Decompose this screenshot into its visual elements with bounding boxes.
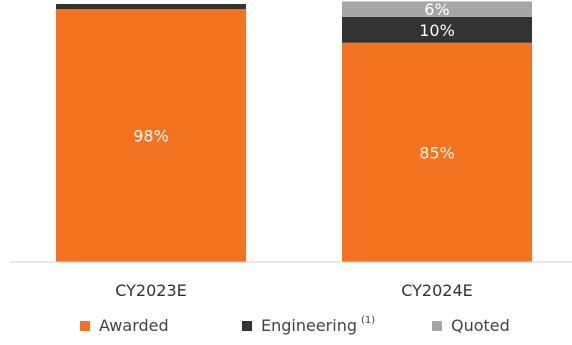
legend-label-awarded: Awarded (99, 316, 169, 335)
legend-footnote-marker: (1) (361, 315, 376, 326)
bar-segment-engineering-cy2024e (342, 16, 532, 43)
legend-item-engineering: Engineering (1) (242, 315, 376, 335)
stacked-bar-chart: 98% 85% 10% 6% CY2023E CY2024E (10, 0, 572, 300)
data-label-engineering-cy2024e: 10% (419, 21, 455, 40)
legend: Awarded Engineering (1) Quoted (0, 315, 572, 340)
x-tick-label-cy2024e: CY2024E (401, 281, 473, 300)
bars-group: 98% 85% 10% 6% (56, 0, 532, 263)
bar-segment-quoted-cy2024e (342, 1, 532, 17)
legend-item-quoted: Quoted (432, 316, 510, 335)
legend-label-quoted: Quoted (451, 316, 510, 335)
x-tick-label-cy2023e: CY2023E (115, 281, 187, 300)
data-label-awarded-cy2024e: 85% (419, 143, 455, 162)
bar-segment-engineering-cy2023e (56, 4, 246, 10)
legend-item-awarded: Awarded (80, 316, 169, 335)
bar-segment-awarded-cy2023e (56, 9, 246, 262)
data-label-awarded-cy2023e: 98% (133, 127, 169, 146)
bar-segment-awarded-cy2024e (342, 42, 532, 263)
data-label-quoted-cy2024e: 6% (424, 0, 449, 19)
legend-swatch-quoted (432, 320, 442, 331)
legend-swatch-engineering (242, 320, 252, 331)
legend-swatch-awarded (80, 320, 90, 331)
legend-label-engineering: Engineering (261, 316, 357, 335)
x-tick-labels: CY2023E CY2024E (115, 281, 473, 300)
